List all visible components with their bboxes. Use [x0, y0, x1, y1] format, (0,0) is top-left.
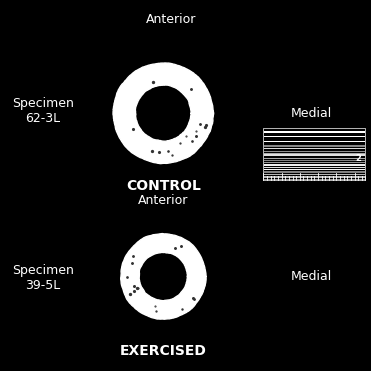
- Bar: [264, 148, 365, 149]
- Bar: [264, 158, 365, 159]
- Text: EXERCISED: EXERCISED: [120, 344, 207, 358]
- Text: 2: 2: [356, 154, 362, 162]
- Text: Medial: Medial: [291, 106, 332, 120]
- Text: Anterior: Anterior: [145, 13, 196, 26]
- Bar: [264, 168, 365, 171]
- Text: CONTROL: CONTROL: [126, 178, 201, 193]
- Bar: [263, 128, 365, 180]
- Bar: [264, 145, 365, 147]
- Text: Anterior: Anterior: [138, 194, 188, 207]
- Bar: [264, 160, 365, 161]
- Bar: [264, 151, 365, 152]
- Bar: [264, 131, 365, 133]
- Bar: [263, 128, 365, 180]
- Text: Medial: Medial: [291, 270, 332, 283]
- Bar: [264, 164, 365, 166]
- Bar: [264, 176, 365, 178]
- Bar: [264, 136, 365, 137]
- Bar: [264, 162, 365, 163]
- Text: Specimen
62-3L: Specimen 62-3L: [12, 97, 73, 125]
- Bar: [264, 141, 365, 142]
- Polygon shape: [113, 63, 214, 164]
- Bar: [264, 153, 365, 154]
- Bar: [264, 167, 365, 168]
- Bar: [264, 171, 365, 173]
- Bar: [264, 174, 365, 175]
- Bar: [264, 179, 365, 180]
- Text: Specimen
39-5L: Specimen 39-5L: [12, 264, 73, 292]
- Polygon shape: [121, 234, 206, 319]
- Bar: [264, 154, 365, 156]
